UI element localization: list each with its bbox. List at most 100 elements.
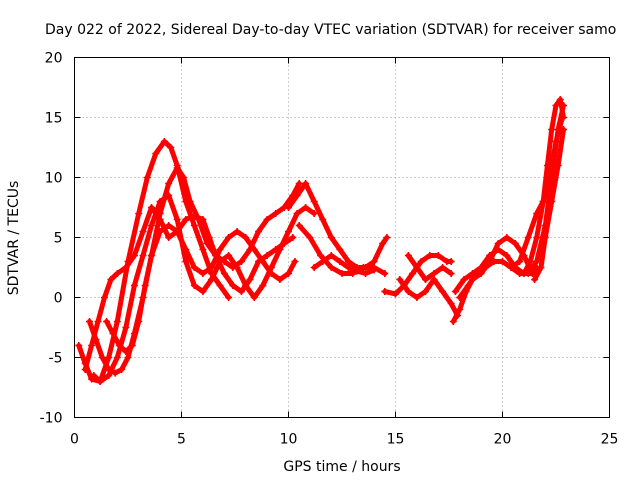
series-track-17 xyxy=(531,126,567,283)
data-point xyxy=(263,252,271,259)
data-point xyxy=(526,258,534,265)
data-point xyxy=(103,318,111,325)
data-point xyxy=(259,282,267,289)
series-trace xyxy=(457,103,566,300)
y-axis-label: SDTVAR / TECUs xyxy=(6,181,22,296)
x-tick-label: 10 xyxy=(280,432,298,448)
data-point xyxy=(182,258,190,265)
data-point xyxy=(182,216,190,223)
data-point xyxy=(199,270,207,277)
data-point xyxy=(156,198,164,205)
data-point xyxy=(370,258,378,265)
data-point xyxy=(317,252,325,259)
data-point xyxy=(533,234,541,241)
data-point xyxy=(190,264,198,271)
data-point xyxy=(118,366,126,373)
data-point xyxy=(456,306,464,313)
data-point xyxy=(473,270,481,277)
data-point xyxy=(539,198,547,205)
data-point xyxy=(396,276,404,283)
data-point xyxy=(404,288,412,295)
data-point xyxy=(88,342,96,349)
data-point xyxy=(306,234,314,241)
data-point xyxy=(267,270,275,277)
data-point xyxy=(554,162,562,169)
data-point xyxy=(359,264,367,271)
data-point xyxy=(148,204,156,211)
data-point xyxy=(190,282,198,289)
data-point xyxy=(216,246,224,253)
data-point xyxy=(115,342,123,349)
data-point xyxy=(190,222,198,229)
series-trace xyxy=(405,253,454,282)
data-point xyxy=(107,276,115,283)
data-point xyxy=(165,222,173,229)
axes: 0 5 10 15 20 25 -10 -5 0 5 10 15 20 xyxy=(40,51,619,448)
data-point xyxy=(100,294,108,301)
x-tick-label: 15 xyxy=(387,432,405,448)
data-point xyxy=(148,252,156,259)
data-point xyxy=(293,210,301,217)
series-track-7 xyxy=(295,222,389,277)
data-point xyxy=(160,138,168,145)
data-point xyxy=(404,252,412,259)
data-point xyxy=(85,318,93,325)
series-track-5 xyxy=(103,222,299,355)
data-point xyxy=(135,318,143,325)
data-point xyxy=(490,258,498,265)
data-point xyxy=(263,216,271,223)
data-point xyxy=(113,354,121,361)
data-point xyxy=(381,270,389,277)
data-point xyxy=(548,126,556,133)
data-point xyxy=(552,138,560,145)
data-point xyxy=(156,216,164,223)
data-point xyxy=(272,246,280,253)
y-tick-label: -10 xyxy=(40,411,63,427)
data-point xyxy=(225,294,233,301)
series-trace xyxy=(87,165,302,376)
data-point xyxy=(456,294,464,301)
data-point xyxy=(233,228,241,235)
x-tick-label: 20 xyxy=(494,432,512,448)
series-track-11 xyxy=(404,252,455,283)
data-point xyxy=(122,324,130,331)
series-trace xyxy=(397,277,461,318)
x-tick-label: 0 xyxy=(70,432,79,448)
data-point xyxy=(379,240,387,247)
data-point xyxy=(426,252,434,259)
data-point xyxy=(229,282,237,289)
data-point xyxy=(128,342,136,349)
data-point xyxy=(237,288,245,295)
data-point xyxy=(220,270,228,277)
x-tick-label: 25 xyxy=(601,432,619,448)
data-point xyxy=(135,210,143,217)
data-point xyxy=(96,378,104,385)
data-point xyxy=(421,276,429,283)
data-point xyxy=(199,216,207,223)
data-point xyxy=(148,222,156,229)
data-point xyxy=(327,252,335,259)
data-point xyxy=(124,354,132,361)
data-point xyxy=(460,276,468,283)
data-point xyxy=(430,276,438,283)
data-point xyxy=(421,288,429,295)
data-point xyxy=(276,276,284,283)
y-tick-label: 0 xyxy=(54,291,63,307)
data-point xyxy=(173,164,181,172)
data-point xyxy=(524,234,532,241)
data-point xyxy=(156,228,164,235)
data-point xyxy=(327,264,335,271)
data-point xyxy=(242,234,250,241)
data-point xyxy=(413,264,421,271)
data-point xyxy=(75,342,83,349)
data-point xyxy=(552,102,560,109)
data-point xyxy=(105,354,113,361)
data-point xyxy=(246,276,254,283)
data-point xyxy=(94,318,102,325)
data-point xyxy=(310,264,318,271)
data-point xyxy=(165,180,173,187)
data-point xyxy=(81,366,89,373)
data-point xyxy=(130,282,138,289)
data-point xyxy=(507,264,515,271)
